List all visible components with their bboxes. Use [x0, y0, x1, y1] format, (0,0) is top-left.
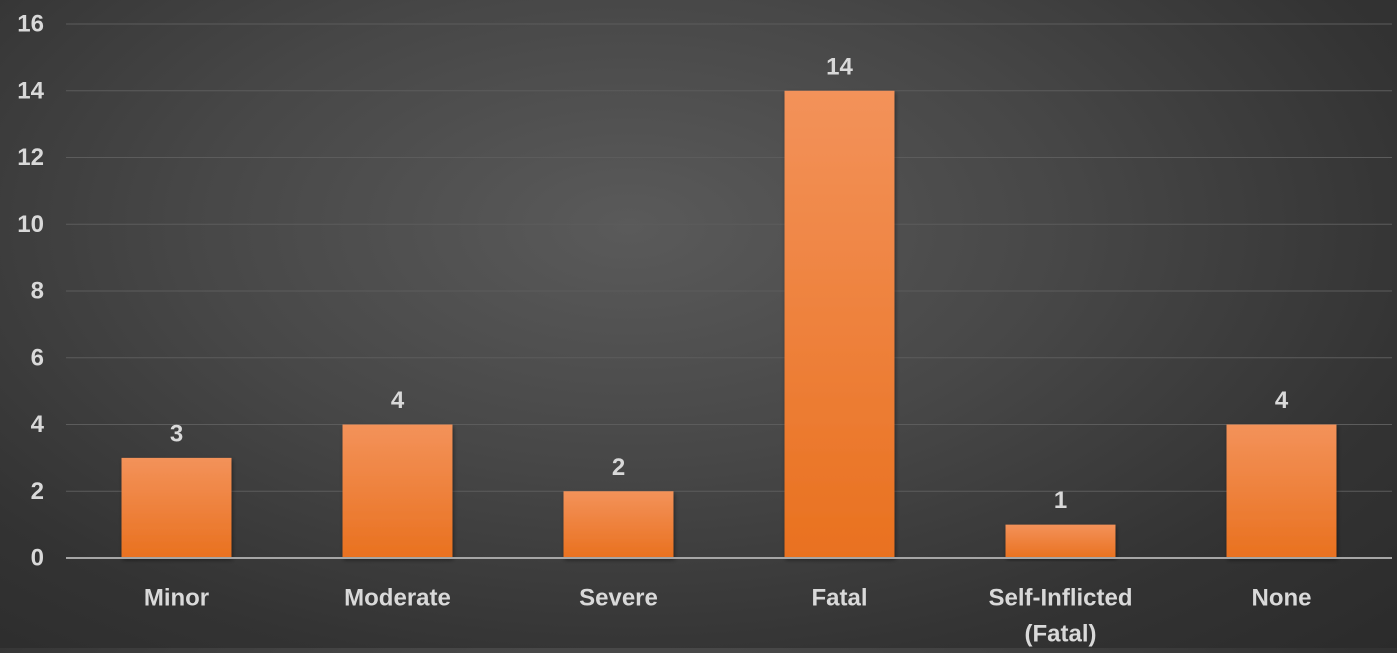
- y-tick-label: 12: [17, 144, 44, 171]
- bar-none: [1226, 424, 1337, 558]
- x-axis-category-labels: Minor Moderate Severe Fatal Self-Inflicted (F…: [144, 585, 1312, 648]
- x-tick-label: Severe: [579, 585, 658, 612]
- y-tick-label: 16: [17, 11, 44, 38]
- y-axis-tick-labels: 0 2 4 6 8 10 12 14 16: [17, 11, 44, 572]
- bar-severe: [563, 491, 674, 558]
- gridlines: [66, 23, 1392, 492]
- y-tick-label: 4: [31, 411, 45, 438]
- data-label: 14: [826, 53, 853, 80]
- data-label: 4: [1275, 387, 1289, 414]
- y-tick-label: 10: [17, 211, 44, 238]
- y-tick-label: 8: [31, 278, 44, 305]
- y-tick-label: 0: [31, 545, 44, 572]
- y-tick-label: 6: [31, 344, 44, 371]
- x-tick-label: Fatal: [811, 585, 867, 612]
- data-label: 3: [170, 420, 183, 447]
- x-tick-label: Self-Inflicted: [988, 585, 1132, 612]
- y-tick-label: 14: [17, 77, 44, 104]
- x-tick-label: Minor: [144, 585, 209, 612]
- x-tick-label: None: [1252, 585, 1312, 612]
- bar-self-inflicted-fatal: [1005, 524, 1116, 558]
- y-tick-label: 2: [31, 478, 44, 505]
- x-tick-label: (Fatal): [1025, 621, 1097, 648]
- data-label: 2: [612, 454, 625, 481]
- bars: [121, 90, 1337, 558]
- data-label: 1: [1054, 487, 1067, 514]
- bar-moderate: [342, 424, 453, 558]
- bar-fatal: [784, 90, 895, 558]
- data-label: 4: [391, 387, 405, 414]
- x-tick-label: Moderate: [344, 585, 451, 612]
- bar-minor: [121, 457, 232, 558]
